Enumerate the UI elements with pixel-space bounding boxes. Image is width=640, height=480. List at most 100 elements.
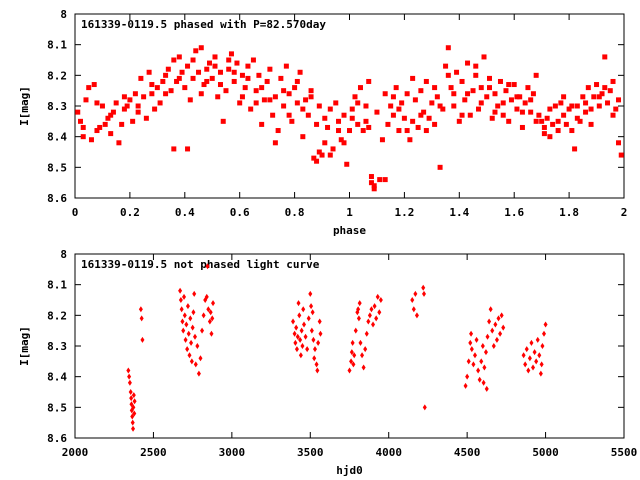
data-point <box>596 103 602 109</box>
data-point <box>473 63 479 69</box>
x-tick-label: 1.8 <box>559 206 579 219</box>
data-point <box>485 333 490 340</box>
data-point <box>299 327 304 334</box>
data-point <box>572 146 578 152</box>
y-tick-label: 8.4 <box>47 371 67 384</box>
data-point <box>524 346 529 353</box>
data-point <box>181 327 186 334</box>
x-tick-label: 4000 <box>375 446 402 459</box>
data-point <box>267 97 273 103</box>
data-point <box>535 336 540 343</box>
data-point <box>259 85 265 91</box>
data-point <box>344 161 350 167</box>
data-point <box>259 121 265 127</box>
data-point <box>196 370 201 377</box>
data-point <box>88 137 94 143</box>
data-point <box>193 361 198 368</box>
data-point <box>432 85 438 91</box>
x-tick-label: 0.4 <box>175 206 195 219</box>
x-tick-label: 3500 <box>297 446 324 459</box>
data-point <box>537 352 542 359</box>
data-point <box>294 346 299 353</box>
data-point <box>209 330 214 337</box>
data-point <box>456 118 462 124</box>
data-point <box>135 109 141 115</box>
data-point <box>308 290 313 297</box>
data-point <box>533 118 539 124</box>
data-point <box>187 97 193 103</box>
data-point <box>434 94 440 100</box>
data-point <box>341 140 347 146</box>
data-point <box>374 109 380 115</box>
y-tick-label: 8.5 <box>47 161 67 174</box>
data-point <box>163 91 169 97</box>
data-point <box>555 128 561 134</box>
data-point <box>139 315 144 322</box>
data-point <box>525 85 531 91</box>
data-point <box>223 88 229 94</box>
data-point <box>599 91 605 97</box>
data-point <box>569 128 575 134</box>
data-point <box>366 78 372 84</box>
data-point <box>471 361 476 368</box>
y-tick-label: 8.1 <box>47 39 67 52</box>
data-point <box>429 100 435 106</box>
data-point <box>585 85 591 91</box>
data-point <box>542 330 547 337</box>
data-point <box>541 131 547 137</box>
data-point <box>228 51 234 57</box>
data-point <box>506 82 512 88</box>
data-point <box>499 312 504 319</box>
data-point <box>286 112 292 118</box>
data-point <box>308 88 314 94</box>
plot-frame <box>74 13 625 199</box>
data-point <box>206 306 211 313</box>
data-point <box>483 349 488 356</box>
data-point <box>91 82 97 88</box>
data-point <box>121 94 127 100</box>
data-point <box>423 78 429 84</box>
data-point <box>378 297 383 303</box>
data-point <box>140 336 145 343</box>
data-point <box>529 339 534 346</box>
data-point <box>528 109 534 115</box>
data-point <box>192 290 197 297</box>
data-point <box>369 306 374 313</box>
data-point <box>303 333 308 340</box>
data-point <box>204 66 210 72</box>
data-point <box>514 106 520 112</box>
data-point <box>239 72 245 78</box>
data-point <box>131 425 136 432</box>
data-point <box>616 140 622 146</box>
data-point <box>580 94 586 100</box>
data-point <box>132 91 138 97</box>
data-point <box>401 115 407 121</box>
data-point <box>261 97 267 103</box>
chart-title: 161339-0119.5 not phased light curve <box>81 258 320 271</box>
data-point <box>192 333 197 340</box>
data-point <box>296 300 301 307</box>
data-point <box>488 306 493 313</box>
data-point <box>176 54 182 60</box>
data-point <box>364 330 369 337</box>
data-point <box>410 75 416 81</box>
data-point <box>300 106 306 112</box>
data-point <box>382 177 388 183</box>
data-point <box>451 103 457 109</box>
data-point <box>174 78 180 84</box>
data-point <box>75 109 81 115</box>
data-point <box>138 75 144 81</box>
data-point <box>131 392 136 399</box>
x-tick-label: 3000 <box>219 446 246 459</box>
data-point <box>297 312 302 319</box>
data-point <box>501 324 506 331</box>
data-point <box>267 66 273 72</box>
data-point <box>357 300 362 307</box>
data-point <box>289 118 295 124</box>
data-point <box>511 82 517 88</box>
data-point <box>477 376 482 383</box>
data-point <box>83 97 89 103</box>
data-point <box>514 94 520 100</box>
data-point <box>195 343 200 349</box>
data-point <box>86 85 92 91</box>
